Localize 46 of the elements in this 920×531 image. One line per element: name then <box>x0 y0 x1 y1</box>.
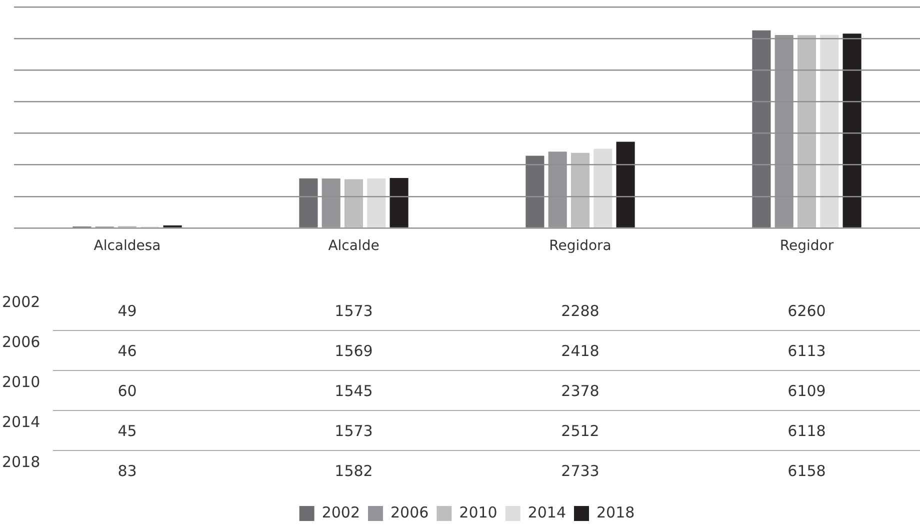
bar <box>299 178 318 228</box>
data-label: 83 <box>118 462 137 480</box>
data-label: 1582 <box>334 462 373 480</box>
data-label: 6118 <box>788 422 826 440</box>
data-label: 49 <box>118 302 137 320</box>
x-tick-label: Regidora <box>549 238 612 254</box>
data-label: 2418 <box>561 342 600 360</box>
data-label: 46 <box>118 342 137 360</box>
text: 2018 <box>2 452 40 471</box>
data-label: 6158 <box>788 462 826 480</box>
text: 2010 <box>2 372 40 391</box>
bar <box>820 34 839 228</box>
bar <box>526 156 544 228</box>
data-label: 6109 <box>788 382 826 400</box>
data-label: 6113 <box>788 342 826 360</box>
bar <box>752 30 771 228</box>
legend-label: 2014 <box>528 503 566 522</box>
data-label: 1573 <box>334 302 373 320</box>
data-label: 1573 <box>334 422 373 440</box>
data-label: 45 <box>118 422 137 440</box>
bar <box>842 34 862 228</box>
bar <box>570 152 590 228</box>
text: 2006 <box>2 332 40 351</box>
data-label: 60 <box>118 382 137 400</box>
legend-label: 2010 <box>459 503 498 522</box>
data-label: 2378 <box>561 382 600 400</box>
bar <box>390 178 408 228</box>
x-tick-label: Regidor <box>780 238 834 254</box>
data-label: 6260 <box>788 302 826 320</box>
legend-label: 2002 <box>322 503 360 522</box>
text: 2014 <box>2 412 40 431</box>
text: 2002 <box>2 292 40 311</box>
bar <box>367 178 386 228</box>
data-label: 2288 <box>561 302 600 320</box>
x-tick-label: Alcaldesa <box>94 238 161 254</box>
bar <box>797 35 816 228</box>
data-label: 1569 <box>334 342 373 360</box>
data-label: 1545 <box>334 382 373 400</box>
legend-label: 2006 <box>390 503 429 522</box>
bar <box>594 148 612 228</box>
bar <box>344 179 364 228</box>
bar <box>616 142 635 228</box>
data-label: 2512 <box>561 422 600 440</box>
data-label: 2733 <box>561 462 600 480</box>
legend-label: 2018 <box>596 503 635 522</box>
x-tick-label: Alcalde <box>328 238 380 254</box>
